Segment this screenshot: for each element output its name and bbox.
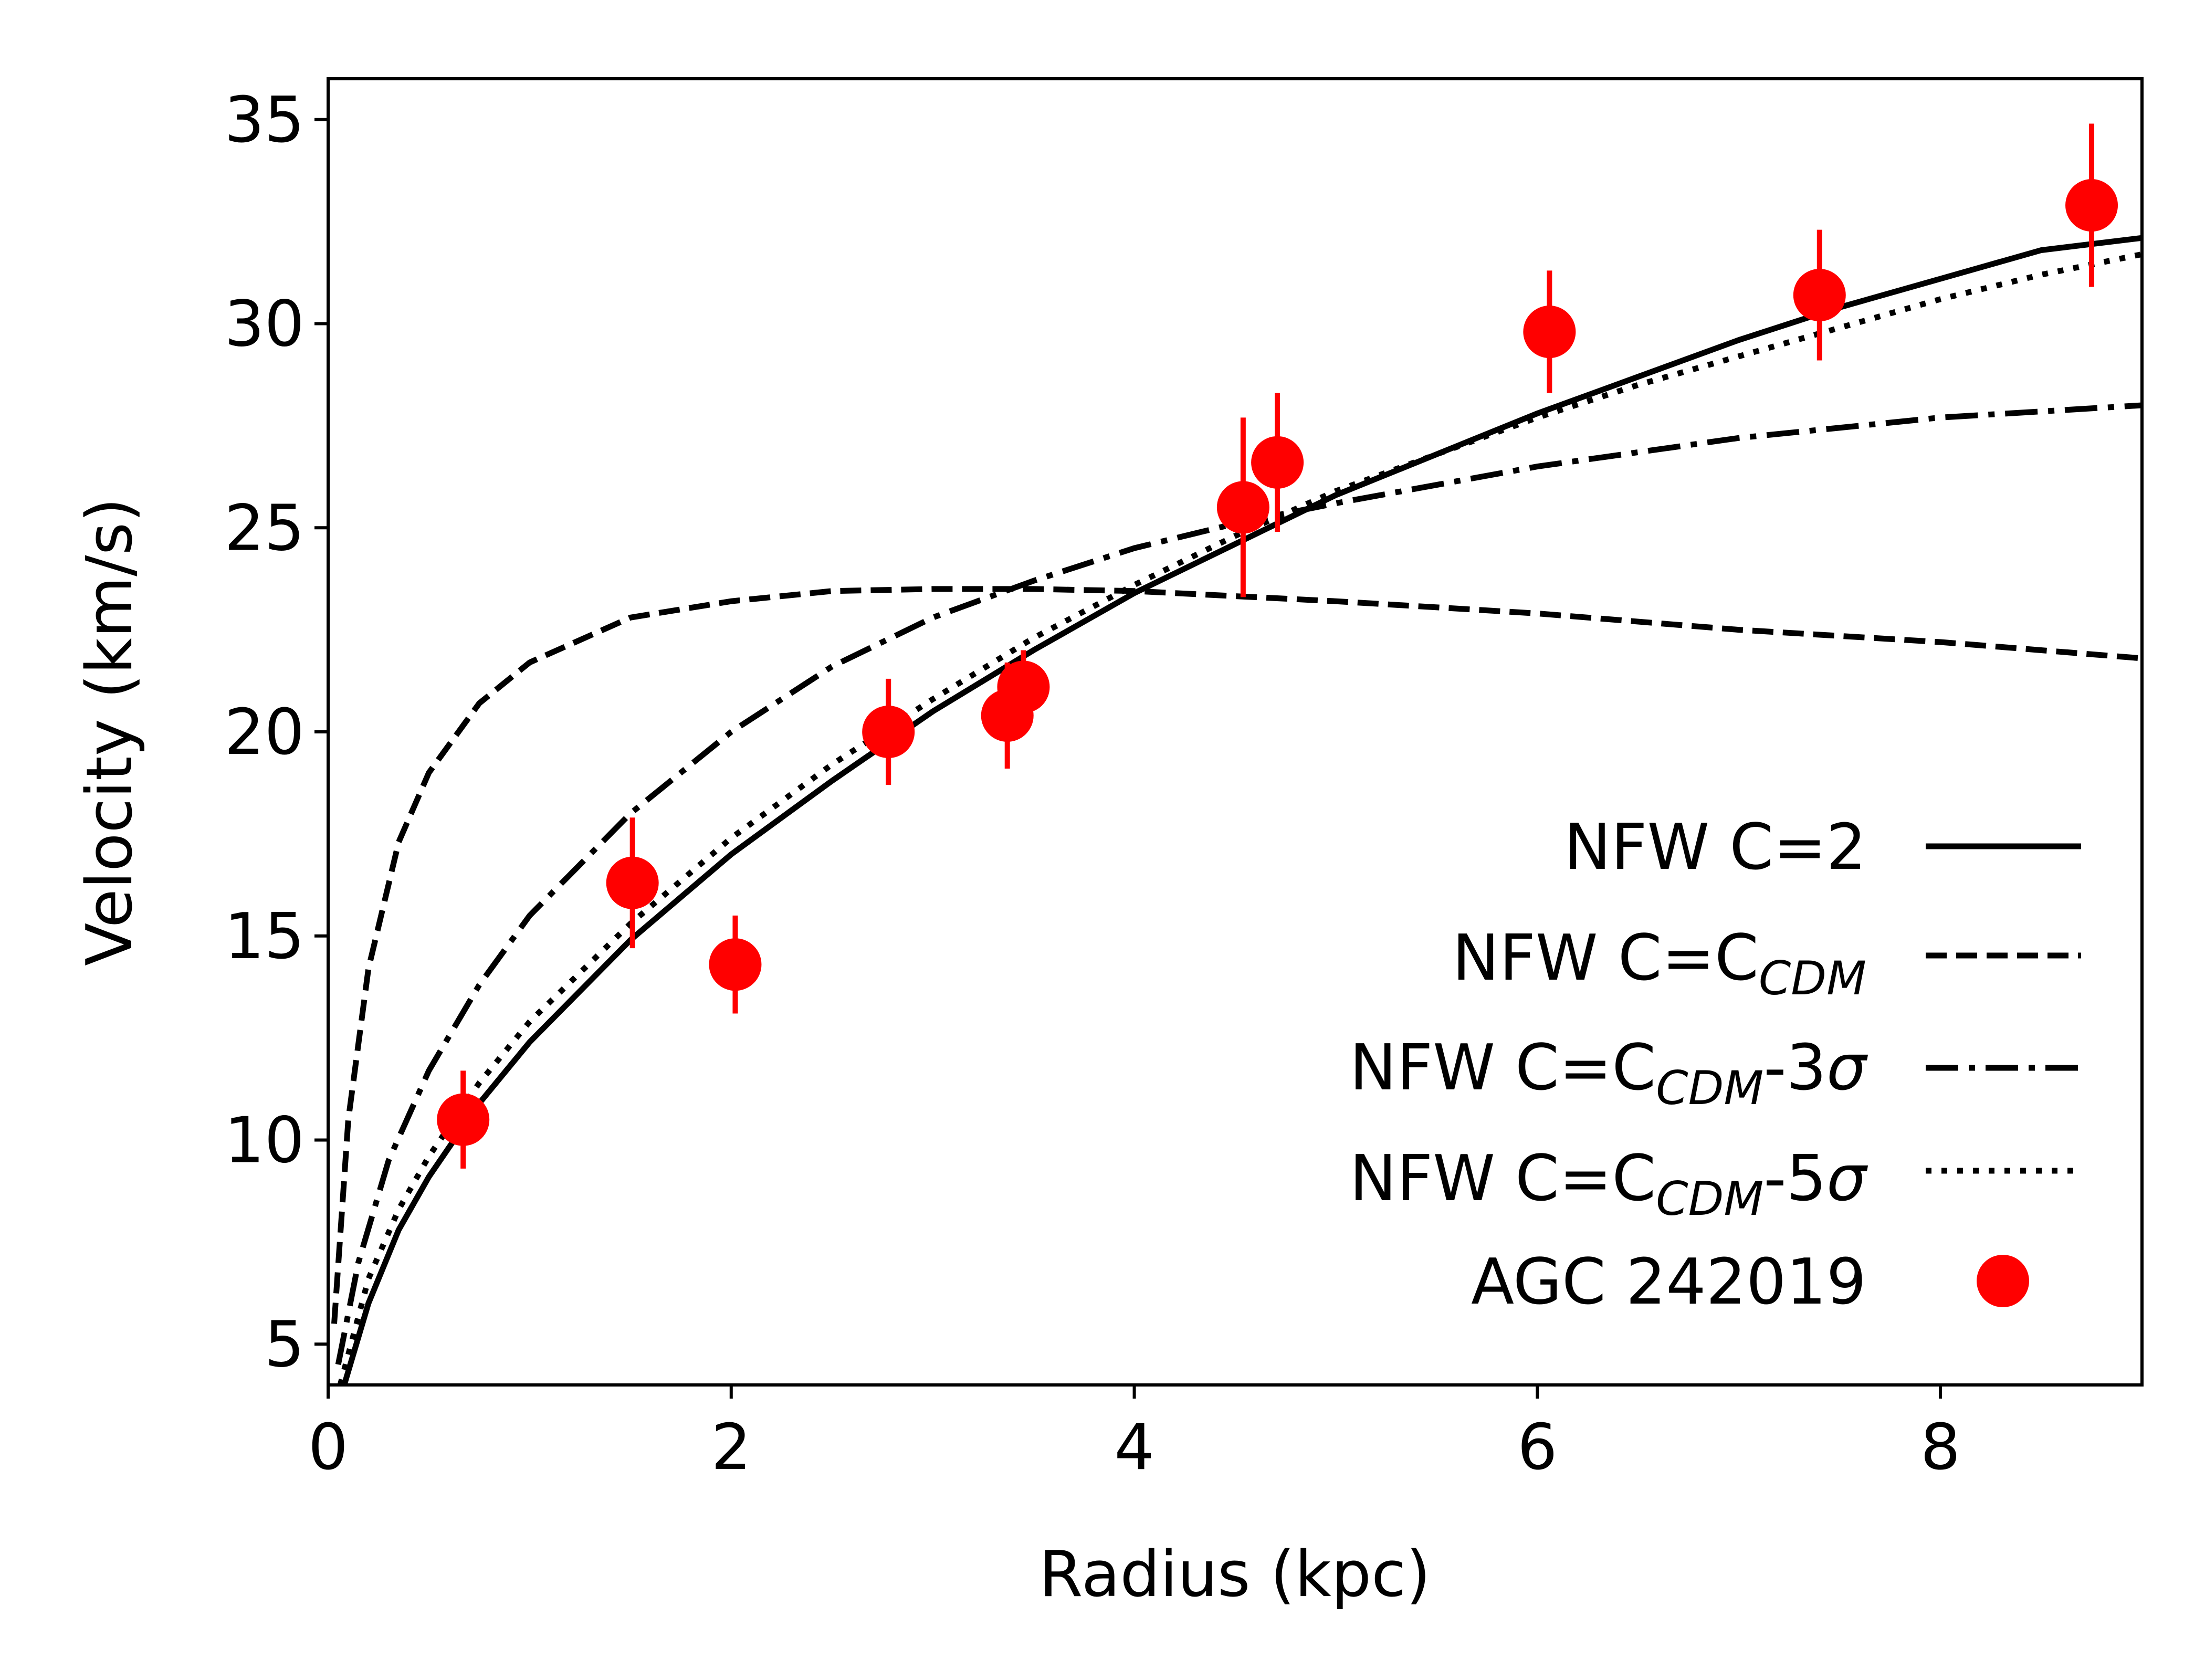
data-point (606, 856, 659, 909)
y-tick-label: 25 (224, 492, 304, 565)
y-tick-label: 30 (224, 288, 304, 361)
data-point (997, 660, 1050, 713)
x-tick-label: 0 (308, 1411, 348, 1484)
legend-entry-nfw-c2: NFW C=2 (1564, 811, 2081, 884)
legend-label-nfw-ccdm-3sigma: NFW C=CCDM-3σ (1349, 1032, 1868, 1115)
data-point (437, 1093, 490, 1146)
y-tick-label: 20 (224, 696, 304, 769)
y-tick-label: 10 (224, 1105, 304, 1178)
y-tick-label: 35 (224, 84, 304, 157)
legend: NFW C=2 NFW C=CCDM NFW C=CCDM-3σ NFW C=C… (1349, 811, 2081, 1319)
legend-label-nfw-ccdm: NFW C=CCDM (1452, 922, 1866, 1005)
data-point (1251, 436, 1304, 489)
data-point (862, 706, 915, 758)
y-axis-ticks: 5 10 15 20 25 30 35 (224, 84, 328, 1381)
legend-entry-nfw-ccdm: NFW C=CCDM (1452, 922, 2081, 1005)
data-points-layer (437, 123, 2118, 1169)
x-tick-label: 2 (711, 1411, 751, 1484)
data-point (709, 938, 762, 991)
legend-entry-nfw-ccdm-3sigma: NFW C=CCDM-3σ (1349, 1032, 2081, 1115)
data-point (1793, 269, 1846, 322)
data-point (1523, 306, 1576, 359)
legend-marker-red-dot (1977, 1255, 2029, 1307)
legend-entry-nfw-ccdm-5sigma: NFW C=CCDM-5σ (1349, 1142, 2081, 1226)
series-line-dotted (337, 251, 2142, 1385)
x-tick-label: 4 (1114, 1411, 1154, 1484)
data-point (1216, 481, 1269, 534)
series-line-dashdot (335, 402, 2142, 1366)
series-line-dashed (331, 586, 2142, 1324)
y-tick-label: 15 (224, 900, 304, 973)
legend-label-nfw-c2: NFW C=2 (1564, 811, 1866, 884)
plot-area (327, 77, 2144, 1387)
legend-label-nfw-ccdm-5sigma: NFW C=CCDM-5σ (1349, 1142, 1868, 1226)
x-tick-label: 8 (1920, 1411, 1960, 1484)
data-point (2065, 179, 2118, 232)
legend-label-agc-242019: AGC 242019 (1471, 1246, 1866, 1319)
x-axis-ticks: 0 2 4 6 8 (308, 1385, 1960, 1484)
y-tick-label: 5 (265, 1308, 304, 1381)
y-axis-label: Velocity (km/s) (74, 498, 146, 966)
x-tick-label: 6 (1517, 1411, 1557, 1484)
legend-entry-agc-242019: AGC 242019 (1471, 1246, 2029, 1319)
x-axis-label: Radius (kpc) (1039, 1538, 1431, 1611)
